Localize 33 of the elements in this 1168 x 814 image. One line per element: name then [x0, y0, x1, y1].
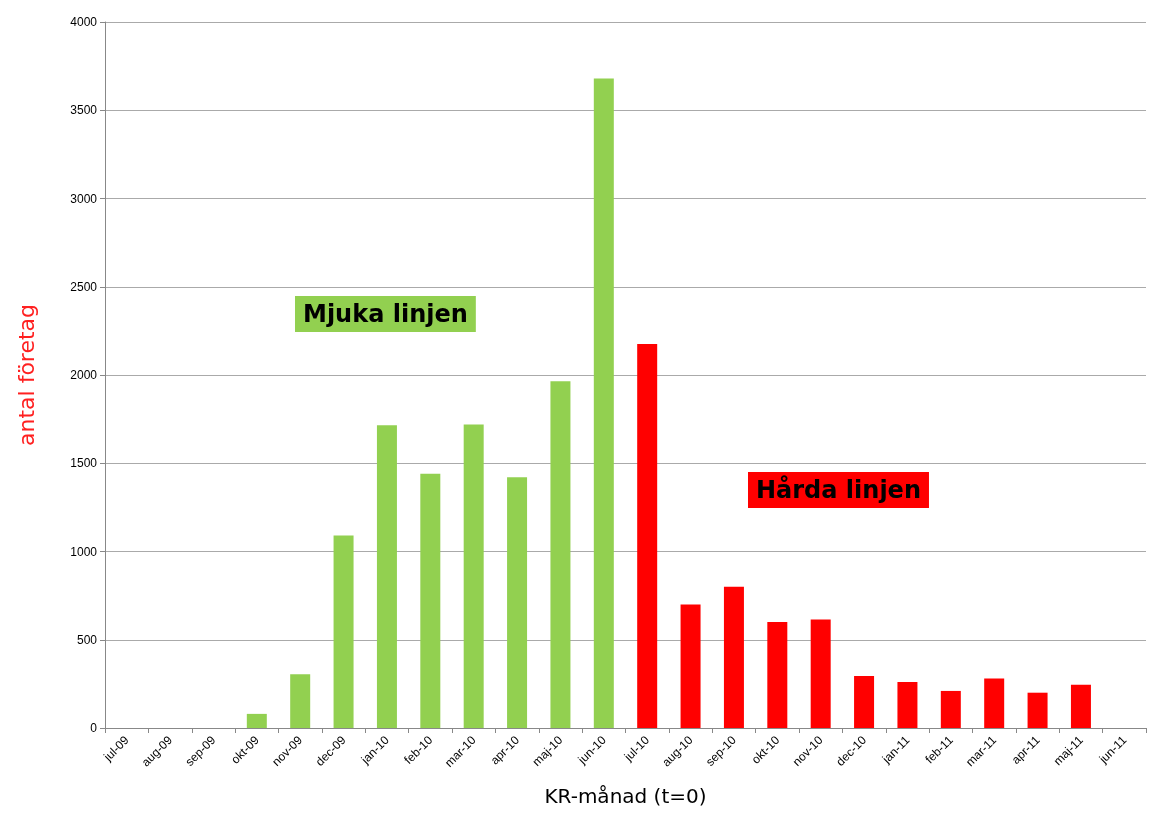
- bar: [1027, 692, 1048, 728]
- y-tick-label: 4000: [70, 15, 98, 29]
- y-tick-label: 2500: [70, 279, 98, 294]
- text: Hårda linjen: [756, 475, 921, 504]
- y-tick-label: 3000: [70, 191, 98, 206]
- bar: [507, 477, 528, 728]
- bar: [680, 604, 701, 728]
- bar: [1070, 684, 1091, 728]
- y-tick-label: 0: [90, 721, 98, 735]
- bar: [593, 78, 614, 728]
- x-axis-title: KR-månad (t=0): [544, 784, 707, 808]
- bar: [290, 674, 311, 728]
- bar: [463, 424, 484, 728]
- y-axis-title: antal företag: [13, 303, 39, 447]
- y-tick-label: 1500: [70, 456, 98, 471]
- text: Mjuka linjen: [303, 300, 468, 328]
- bar: [767, 622, 788, 728]
- bar: [637, 344, 658, 728]
- y-tick-label: 3500: [70, 103, 98, 118]
- y-tick-label: 1000: [70, 544, 98, 559]
- bar: [376, 425, 397, 728]
- bar: [940, 690, 961, 728]
- bar: [333, 535, 354, 728]
- bar: [420, 473, 441, 728]
- y-tick-label: 2000: [70, 368, 98, 382]
- bar: [897, 682, 918, 728]
- bar: [550, 381, 571, 728]
- bar: [810, 619, 831, 728]
- bar: [854, 675, 875, 728]
- y-tick-label: 500: [76, 632, 98, 647]
- bar: [984, 678, 1005, 728]
- bar: [723, 586, 744, 728]
- bar: [246, 713, 267, 728]
